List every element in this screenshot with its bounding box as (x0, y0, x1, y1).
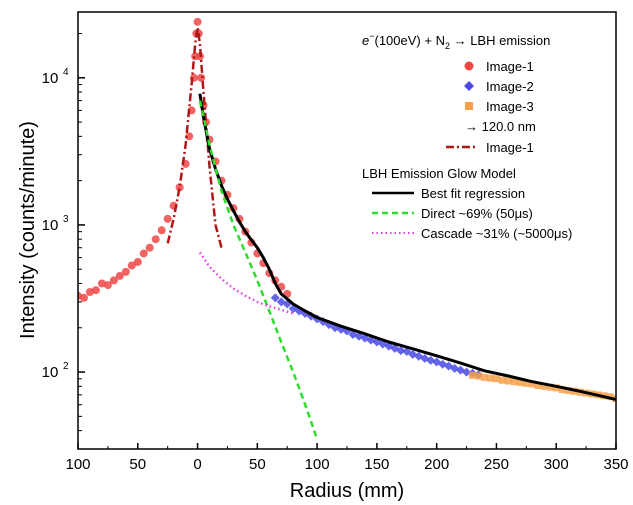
point-image-1-9 (127, 261, 136, 270)
point-image-1-13 (151, 235, 160, 244)
legend-image-3-label: Image-3 (486, 99, 534, 114)
x-tick-label-9: 350 (603, 456, 628, 473)
legend-reaction: e−(100eV) + N2 → LBH emission (362, 31, 550, 51)
point-image-3-3 (486, 374, 494, 382)
plot-data (78, 17, 616, 440)
line-image-1-3 (166, 26, 223, 249)
point-image-3-14 (552, 384, 560, 392)
legend-image-1-line-label: Image-1 (486, 140, 534, 155)
y-tick-exponent-2: 4 (63, 67, 69, 78)
point-image-1-7 (115, 271, 124, 280)
point-image-1-19 (185, 132, 194, 141)
x-tick-label-2: 0 (193, 456, 201, 473)
legend-image-1-marker (464, 61, 474, 71)
x-tick-label-0: 100 (65, 456, 90, 473)
point-image-1-27 (197, 73, 206, 82)
x-tick-label-3: 50 (249, 456, 266, 473)
point-image-3-4 (492, 375, 500, 383)
point-image-3-9 (522, 379, 530, 387)
point-image-3-6 (504, 377, 512, 385)
x-tick-label-8: 300 (544, 456, 569, 473)
x-axis-title: Radius (mm) (290, 480, 404, 502)
legend-reaction-sup: − (369, 31, 374, 41)
x-tick-label-7: 250 (484, 456, 509, 473)
point-image-3-12 (540, 382, 548, 390)
point-image-1-5 (103, 281, 112, 290)
point-image-3-1 (475, 372, 483, 380)
point-image-2-32 (462, 367, 472, 377)
line-cascade-31-5000-s-6 (198, 251, 294, 315)
legend-reaction-mid: (100eV) + N (375, 33, 445, 48)
legend: e−(100eV) + N2 → LBH emission Image-1 Im… (362, 31, 572, 241)
x-tick-label-1: 50 (129, 456, 146, 473)
point-image-2-21 (396, 346, 406, 356)
x-tick-label-6: 200 (424, 456, 449, 473)
x-tick-label-4: 100 (305, 456, 330, 473)
legend-image-1-label: Image-1 (486, 59, 534, 74)
legend-direct-label: Direct ~69% (50μs) (421, 206, 533, 221)
legend-model-title: LBH Emission Glow Model (362, 166, 516, 181)
point-image-1-8 (121, 267, 130, 276)
point-image-1-10 (133, 257, 142, 266)
point-image-3-0 (469, 371, 477, 379)
point-image-1-11 (139, 249, 148, 258)
legend-cascade-label: Cascade ~31% (~5000μs) (421, 226, 572, 241)
point-image-3-15 (558, 386, 566, 394)
legend-best-fit-label: Best fit regression (421, 186, 525, 201)
point-image-3-8 (516, 378, 524, 386)
legend-image-2-marker (464, 81, 474, 91)
point-image-3-13 (546, 383, 554, 391)
point-image-3-16 (564, 386, 572, 394)
y-axis-title: Intensity (counts/minute) (17, 121, 39, 339)
tick-layer: 100 50 0 50 100 150 200 250 300 350 10 2 10 3 10 4 (42, 33, 629, 473)
point-image-3-10 (528, 380, 536, 388)
point-image-1-15 (163, 214, 172, 223)
y-tick-label-0: 10 (42, 364, 59, 381)
point-image-1-17 (175, 183, 184, 192)
point-image-3-7 (510, 378, 518, 386)
legend-reaction-suffix: → LBH emission (450, 33, 550, 48)
legend-wavelength-label: → 120.0 nm (465, 119, 536, 134)
legend-reaction-sub: 2 (445, 41, 450, 51)
x-tick-label-5: 150 (364, 456, 389, 473)
legend-reaction-prefix: e (362, 33, 369, 48)
line-best-fit-regression-4 (198, 93, 616, 402)
point-image-1-24 (193, 17, 202, 26)
y-tick-label-1: 10 (42, 217, 59, 234)
point-image-1-14 (157, 226, 166, 235)
line-direct-69-50-s-5 (198, 100, 319, 440)
y-tick-exponent-0: 2 (63, 361, 69, 372)
point-image-3-5 (498, 376, 506, 384)
point-image-2-0 (270, 293, 280, 303)
y-tick-label-2: 10 (42, 70, 59, 87)
legend-image-2-label: Image-2 (486, 79, 534, 94)
point-image-1-3 (91, 286, 100, 295)
point-image-3-2 (480, 373, 488, 381)
point-image-3-11 (534, 382, 542, 390)
data-layer (78, 17, 616, 440)
point-image-1-1 (79, 293, 88, 302)
point-image-1-6 (109, 276, 118, 285)
legend-image-3-marker (465, 102, 473, 110)
y-tick-exponent-1: 3 (63, 214, 69, 225)
point-image-1-12 (145, 243, 154, 252)
